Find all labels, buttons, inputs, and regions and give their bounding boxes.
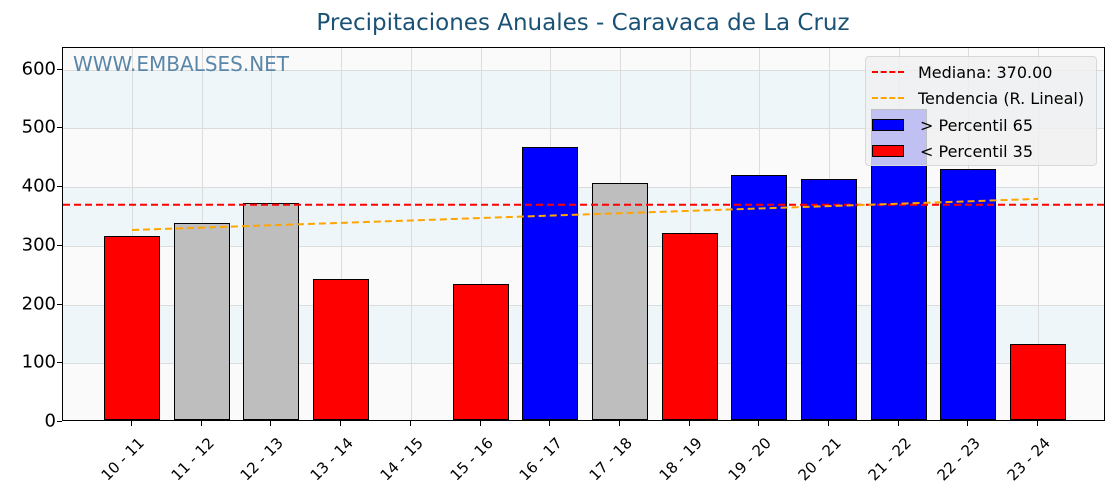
bar-20-21 xyxy=(801,178,857,420)
x-tick-label: 18 - 19 xyxy=(655,434,706,485)
swatch-icon xyxy=(872,119,904,131)
swatch-icon xyxy=(872,145,904,157)
bar-22-23 xyxy=(940,168,997,420)
bar-19-20 xyxy=(731,174,788,420)
legend-label: Mediana: 370.00 xyxy=(918,62,1053,82)
dashed-line-icon xyxy=(872,71,904,73)
x-tick-mark xyxy=(618,421,620,426)
y-tick-label: 100 xyxy=(21,351,56,373)
bar-15-16 xyxy=(452,283,509,420)
grid-line xyxy=(1038,48,1040,420)
x-tick-label: 15 - 16 xyxy=(446,434,497,485)
grid-line xyxy=(410,48,412,420)
x-tick-label: 20 - 21 xyxy=(794,434,845,485)
x-tick-mark xyxy=(409,421,411,426)
x-tick-mark xyxy=(549,421,551,426)
x-tick-mark xyxy=(200,421,202,426)
legend-item-trend: Tendencia (R. Lineal) xyxy=(866,86,1084,110)
x-tick-label: 21 - 22 xyxy=(864,434,915,485)
bar-17-18 xyxy=(591,182,648,420)
grid-line xyxy=(63,363,1104,365)
x-tick-mark xyxy=(967,421,969,426)
grid-line xyxy=(480,48,482,420)
y-tick-label: 400 xyxy=(21,175,56,197)
legend-item-p65: > Percentil 65 xyxy=(866,113,1033,137)
grid-line xyxy=(63,128,1104,130)
grid-line xyxy=(341,48,343,420)
legend-item-p35: < Percentil 35 xyxy=(866,139,1033,163)
x-tick-label: 17 - 18 xyxy=(585,434,636,485)
y-tick-label: 0 xyxy=(44,410,56,432)
x-tick-label: 23 - 24 xyxy=(1003,434,1054,485)
y-tick-label: 600 xyxy=(21,58,56,80)
y-tick-mark xyxy=(57,244,62,246)
x-tick-label: 12 - 13 xyxy=(236,434,288,485)
x-tick-label: 14 - 15 xyxy=(376,434,427,485)
x-tick-label: 16 - 17 xyxy=(515,434,567,485)
watermark: WWW.EMBALSES.NET xyxy=(73,52,290,76)
legend-label: > Percentil 65 xyxy=(920,115,1034,135)
bar-18-19 xyxy=(661,233,718,420)
legend-item-median: Mediana: 370.00 xyxy=(866,60,1052,84)
grid-line xyxy=(63,69,1104,71)
y-tick-mark xyxy=(57,186,62,188)
y-tick-label: 500 xyxy=(21,116,56,138)
grid-line xyxy=(63,304,1104,306)
y-tick-mark xyxy=(57,362,62,364)
legend: Mediana: 370.00 Tendencia (R. Lineal) > … xyxy=(865,56,1097,166)
y-tick-mark xyxy=(57,68,62,70)
y-tick-label: 200 xyxy=(21,293,56,315)
x-tick-mark xyxy=(1037,421,1039,426)
x-tick-mark xyxy=(270,421,272,426)
bar-13-14 xyxy=(313,279,370,420)
bar-12-13 xyxy=(243,202,300,420)
bar-23-24 xyxy=(1010,343,1067,420)
grid-line xyxy=(132,48,133,420)
y-tick-mark xyxy=(57,303,62,305)
trend-line xyxy=(131,197,1039,232)
x-tick-label: 13 - 14 xyxy=(306,434,357,485)
x-tick-mark xyxy=(131,421,132,426)
legend-label: Tendencia (R. Lineal) xyxy=(918,88,1085,108)
grid-band xyxy=(63,187,1104,246)
bar-16-17 xyxy=(522,147,579,420)
lines-overlay xyxy=(63,197,1104,232)
x-tick-mark xyxy=(828,421,829,426)
grid-line xyxy=(63,245,1104,247)
x-tick-mark xyxy=(758,421,760,426)
x-tick-mark xyxy=(897,421,899,426)
x-tick-label: 22 - 23 xyxy=(933,434,985,485)
y-tick-mark xyxy=(57,421,62,422)
legend-label: < Percentil 35 xyxy=(920,141,1034,161)
grid-line xyxy=(63,187,1104,189)
grid-band xyxy=(63,304,1104,364)
dashed-line-icon xyxy=(872,97,904,99)
x-tick-label: 10 - 11 xyxy=(97,434,148,485)
x-tick-label: 19 - 20 xyxy=(724,434,776,485)
x-tick-label: 11 - 12 xyxy=(167,434,218,485)
x-tick-mark xyxy=(479,421,481,426)
x-tick-mark xyxy=(688,421,690,426)
bar-10-11 xyxy=(104,235,160,420)
x-tick-mark xyxy=(340,421,342,426)
y-tick-label: 300 xyxy=(21,234,56,256)
bar-11-12 xyxy=(173,222,230,420)
y-tick-mark xyxy=(57,127,62,129)
chart-title: Precipitaciones Anuales - Caravaca de La… xyxy=(316,10,850,36)
